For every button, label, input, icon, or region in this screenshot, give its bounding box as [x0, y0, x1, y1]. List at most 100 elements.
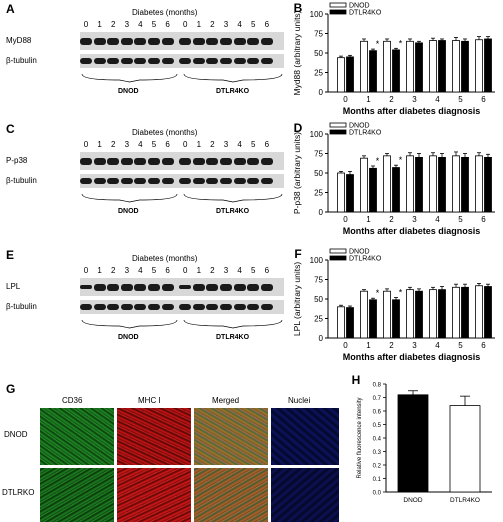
lane-label: 0: [182, 20, 188, 29]
lane-label: 2: [110, 20, 116, 29]
bar-dtlr4ko-6: [484, 286, 492, 339]
blot-band: [93, 283, 106, 291]
microscopy-panel-G: G CD36 MHC I Merged Nuclei DNOD DTLRKO: [0, 378, 340, 522]
y-tick-label: 0.5: [373, 423, 382, 429]
blot-band: [192, 157, 205, 165]
bar-dnod-5: [452, 40, 460, 93]
blot-band: [220, 157, 232, 165]
tubulin-band: [161, 178, 174, 184]
bar-dnod-1: [360, 290, 368, 339]
tubulin-band: [148, 178, 160, 184]
image-nuclei-dnod: [271, 408, 339, 465]
y-tick-label: 0: [319, 88, 324, 97]
tubulin-band: [93, 304, 106, 310]
bar-dnod-4: [429, 40, 437, 93]
group-bracket: [183, 193, 283, 203]
y-tick-label: 50: [314, 169, 323, 178]
bar-dtlr4ko-2: [392, 299, 400, 339]
row-label-tubulin: β-tubulin: [6, 302, 37, 311]
blot-band: [148, 157, 160, 165]
tubulin-band: [260, 304, 273, 310]
lane-label: 0: [83, 266, 89, 275]
lane-label: 4: [237, 266, 242, 275]
y-tick-label: 100: [310, 10, 324, 19]
x-tick-label: 5: [458, 215, 463, 224]
lane-label: 4: [138, 140, 143, 149]
tubulin-band: [247, 304, 260, 310]
lane-label: 4: [138, 20, 143, 29]
blot-band: [206, 37, 219, 45]
tubulin-band: [192, 58, 205, 64]
tubulin-band: [247, 178, 260, 184]
blot-band: [247, 157, 260, 165]
x-tick-label: 5: [458, 341, 463, 350]
panel-letter: G: [6, 382, 16, 396]
lane-label: 2: [210, 140, 215, 149]
blot-band: [233, 283, 246, 291]
lane-label: 5: [151, 266, 157, 275]
panel-letter: B: [294, 1, 303, 15]
significance-marker: *: [376, 39, 380, 49]
row-label-dtlrko: DTLRKO: [2, 488, 35, 497]
bar-dtlr4ko-1: [369, 299, 377, 339]
tubulin-band: [80, 58, 92, 64]
lane-label: 1: [196, 140, 202, 149]
row-label-protein: P-p38: [6, 156, 28, 165]
tubulin-band: [206, 58, 219, 64]
bar-dtlr4ko-2: [392, 49, 400, 93]
panel-letter: E: [6, 248, 15, 262]
legend-label-dtlr4ko: DTLR4KO: [349, 256, 382, 263]
tubulin-band: [192, 178, 205, 184]
tubulin-band: [148, 58, 160, 64]
blot-xlabel: Diabetes (months): [132, 8, 198, 17]
blot-band: [192, 283, 205, 291]
y-tick-label: 0.0: [373, 491, 382, 497]
y-tick-label: 75: [314, 276, 323, 285]
significance-marker: *: [399, 287, 403, 297]
blot-band: [260, 157, 273, 165]
blot-band: [192, 37, 205, 45]
group-bracket: [81, 73, 178, 83]
bar-dnod-3: [406, 289, 414, 339]
blot-band: [107, 37, 120, 45]
legend-swatch-dnod: [329, 122, 347, 128]
tubulin-band: [192, 304, 205, 310]
bar-dtlr4ko-4: [438, 40, 446, 93]
x-tick-label: 0: [343, 215, 348, 224]
bar-dtlr4ko-5: [461, 286, 469, 339]
bar-dnod-5: [452, 155, 460, 213]
image-merged-dtlrko: [194, 468, 268, 522]
blot-band: [233, 157, 246, 165]
tubulin-band: [206, 304, 219, 310]
blot-band: [220, 37, 232, 45]
tubulin-band: [206, 178, 219, 184]
legend-swatch-dnod: [329, 2, 347, 8]
y-tick-label: 0: [319, 208, 324, 217]
y-tick-label: 0.8: [373, 383, 382, 389]
y-tick-label: 100: [310, 256, 324, 265]
lane-label: 5: [151, 140, 157, 149]
bar-dnod-4: [429, 289, 437, 339]
tubulin-band: [260, 178, 273, 184]
tubulin-band: [93, 58, 106, 64]
lane-label: 6: [264, 20, 270, 29]
y-tick-label: 100: [310, 130, 324, 139]
group-brackets: [81, 73, 283, 83]
tubulin-band: [161, 58, 174, 64]
x-tick-label: 6: [481, 95, 486, 104]
lane-label: 0: [182, 140, 188, 149]
blot-band: [179, 157, 192, 165]
lane-label: 2: [110, 266, 116, 275]
significance-marker: *: [399, 155, 403, 165]
tubulin-band: [220, 58, 232, 64]
lane-label: 0: [83, 140, 89, 149]
blot-band: [179, 37, 192, 45]
group-label-dtlr4ko: DTLR4KO: [216, 88, 250, 95]
lane-label: 6: [165, 140, 170, 149]
column-label-cd36: CD36: [62, 396, 83, 405]
y-tick-label: 0.2: [373, 464, 382, 470]
group-bracket: [183, 73, 283, 83]
x-tick-label: DTLR4KO: [450, 497, 480, 504]
tubulin-band: [260, 58, 273, 64]
column-label-mhc: MHC I: [138, 396, 161, 405]
